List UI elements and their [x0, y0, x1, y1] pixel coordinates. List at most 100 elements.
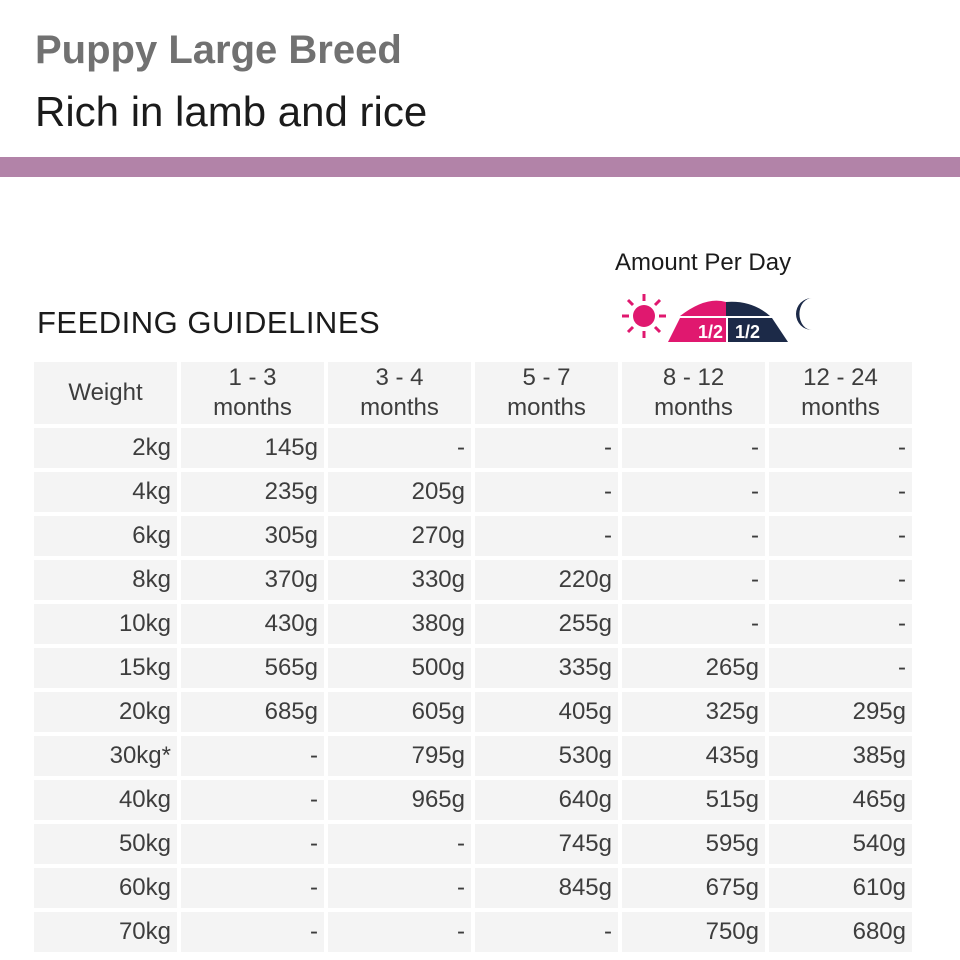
amount-cell: - [181, 824, 324, 864]
amount-cell: 335g [475, 648, 618, 688]
moon-icon [796, 298, 812, 330]
amount-cell: - [622, 472, 765, 512]
sun-icon [622, 294, 666, 338]
svg-text:1/2: 1/2 [698, 322, 723, 342]
amount-cell: 565g [181, 648, 324, 688]
amount-cell: 305g [181, 516, 324, 556]
amount-cell: - [181, 868, 324, 908]
weight-cell: 15kg [34, 648, 177, 688]
amount-cell: - [328, 428, 471, 468]
amount-cell: 540g [769, 824, 912, 864]
header-12-24: 12 - 24 months [769, 362, 912, 424]
amount-cell: 595g [622, 824, 765, 864]
weight-cell: 2kg [34, 428, 177, 468]
svg-text:1/2: 1/2 [735, 322, 760, 342]
weight-cell: 60kg [34, 868, 177, 908]
amount-cell: 435g [622, 736, 765, 776]
amount-cell: - [181, 736, 324, 776]
table-row: 10kg 430g 380g 255g - - [34, 604, 912, 644]
feeding-table: Weight 1 - 3 months 3 - 4 months 5 - 7 mont… [30, 358, 916, 956]
amount-cell: - [769, 516, 912, 556]
weight-cell: 30kg* [34, 736, 177, 776]
amount-cell: - [328, 912, 471, 952]
amount-cell: 530g [475, 736, 618, 776]
amount-cell: - [328, 868, 471, 908]
amount-cell: 255g [475, 604, 618, 644]
amount-cell: 640g [475, 780, 618, 820]
table-row: 8kg 370g 330g 220g - - [34, 560, 912, 600]
table-row: 70kg - - -750g 680g [34, 912, 912, 952]
amount-cell: 685g [181, 692, 324, 732]
amount-cell: - [181, 912, 324, 952]
amount-cell: - [475, 428, 618, 468]
header-8-12: 8 - 12 months [622, 362, 765, 424]
amount-cell: - [769, 604, 912, 644]
weight-cell: 6kg [34, 516, 177, 556]
amount-cell: 235g [181, 472, 324, 512]
amount-cell: 500g [328, 648, 471, 688]
table-row: 30kg* -795g 530g 435g 385g [34, 736, 912, 776]
amount-cell: 965g [328, 780, 471, 820]
amount-cell: - [181, 780, 324, 820]
amount-cell: 330g [328, 560, 471, 600]
table-row: 4kg 235g 205g - - - [34, 472, 912, 512]
amount-cell: 745g [475, 824, 618, 864]
amount-cell: 750g [622, 912, 765, 952]
amount-cell: 205g [328, 472, 471, 512]
amount-cell: 430g [181, 604, 324, 644]
header-5-7: 5 - 7 months [475, 362, 618, 424]
amount-cell: 370g [181, 560, 324, 600]
accent-band [0, 157, 960, 177]
amount-cell: 265g [622, 648, 765, 688]
product-subtitle: Rich in lamb and rice [35, 88, 428, 135]
amount-cell: 795g [328, 736, 471, 776]
table-row: 2kg 145g - - - - [34, 428, 912, 468]
amount-cell: 610g [769, 868, 912, 908]
amount-cell: 385g [769, 736, 912, 776]
amount-cell: 325g [622, 692, 765, 732]
amount-cell: 605g [328, 692, 471, 732]
weight-cell: 70kg [34, 912, 177, 952]
food-bowl-icon: 1/2 1/2 [668, 300, 788, 342]
weight-cell: 20kg [34, 692, 177, 732]
amount-per-day-label: Amount Per Day [615, 249, 792, 276]
table-row: 60kg - -845g 675g 610g [34, 868, 912, 908]
amount-cell: 270g [328, 516, 471, 556]
amount-cell: 145g [181, 428, 324, 468]
weight-cell: 8kg [34, 560, 177, 600]
feeding-schedule-icon: 1/2 1/2 [622, 294, 812, 342]
amount-cell: 680g [769, 912, 912, 952]
amount-cell: - [769, 560, 912, 600]
amount-cell: 675g [622, 868, 765, 908]
header-weight: Weight [34, 362, 177, 424]
amount-cell: - [769, 648, 912, 688]
amount-cell: - [769, 428, 912, 468]
header-3-4: 3 - 4 months [328, 362, 471, 424]
table-row: 20kg 685g 605g 405g 325g 295g [34, 692, 912, 732]
amount-cell: - [328, 824, 471, 864]
amount-cell: - [475, 472, 618, 512]
section-title: FEEDING GUIDELINES [37, 305, 381, 340]
product-title: Puppy Large Breed [35, 28, 402, 72]
amount-cell: - [622, 428, 765, 468]
weight-cell: 50kg [34, 824, 177, 864]
table-row: 40kg -965g 640g 515g 465g [34, 780, 912, 820]
weight-cell: 10kg [34, 604, 177, 644]
amount-cell: 465g [769, 780, 912, 820]
weight-cell: 4kg [34, 472, 177, 512]
amount-cell: 845g [475, 868, 618, 908]
amount-cell: 380g [328, 604, 471, 644]
amount-cell: 405g [475, 692, 618, 732]
amount-cell: - [769, 472, 912, 512]
table-header-row: Weight 1 - 3 months 3 - 4 months 5 - 7 mont… [34, 362, 912, 424]
weight-cell: 40kg [34, 780, 177, 820]
table-row: 15kg 565g 500g 335g 265g - [34, 648, 912, 688]
amount-cell: 515g [622, 780, 765, 820]
table-row: 6kg 305g 270g - - - [34, 516, 912, 556]
amount-cell: - [622, 560, 765, 600]
amount-cell: 295g [769, 692, 912, 732]
amount-cell: - [475, 516, 618, 556]
table-row: 50kg - -745g 595g 540g [34, 824, 912, 864]
amount-cell: 220g [475, 560, 618, 600]
header-1-3: 1 - 3 months [181, 362, 324, 424]
